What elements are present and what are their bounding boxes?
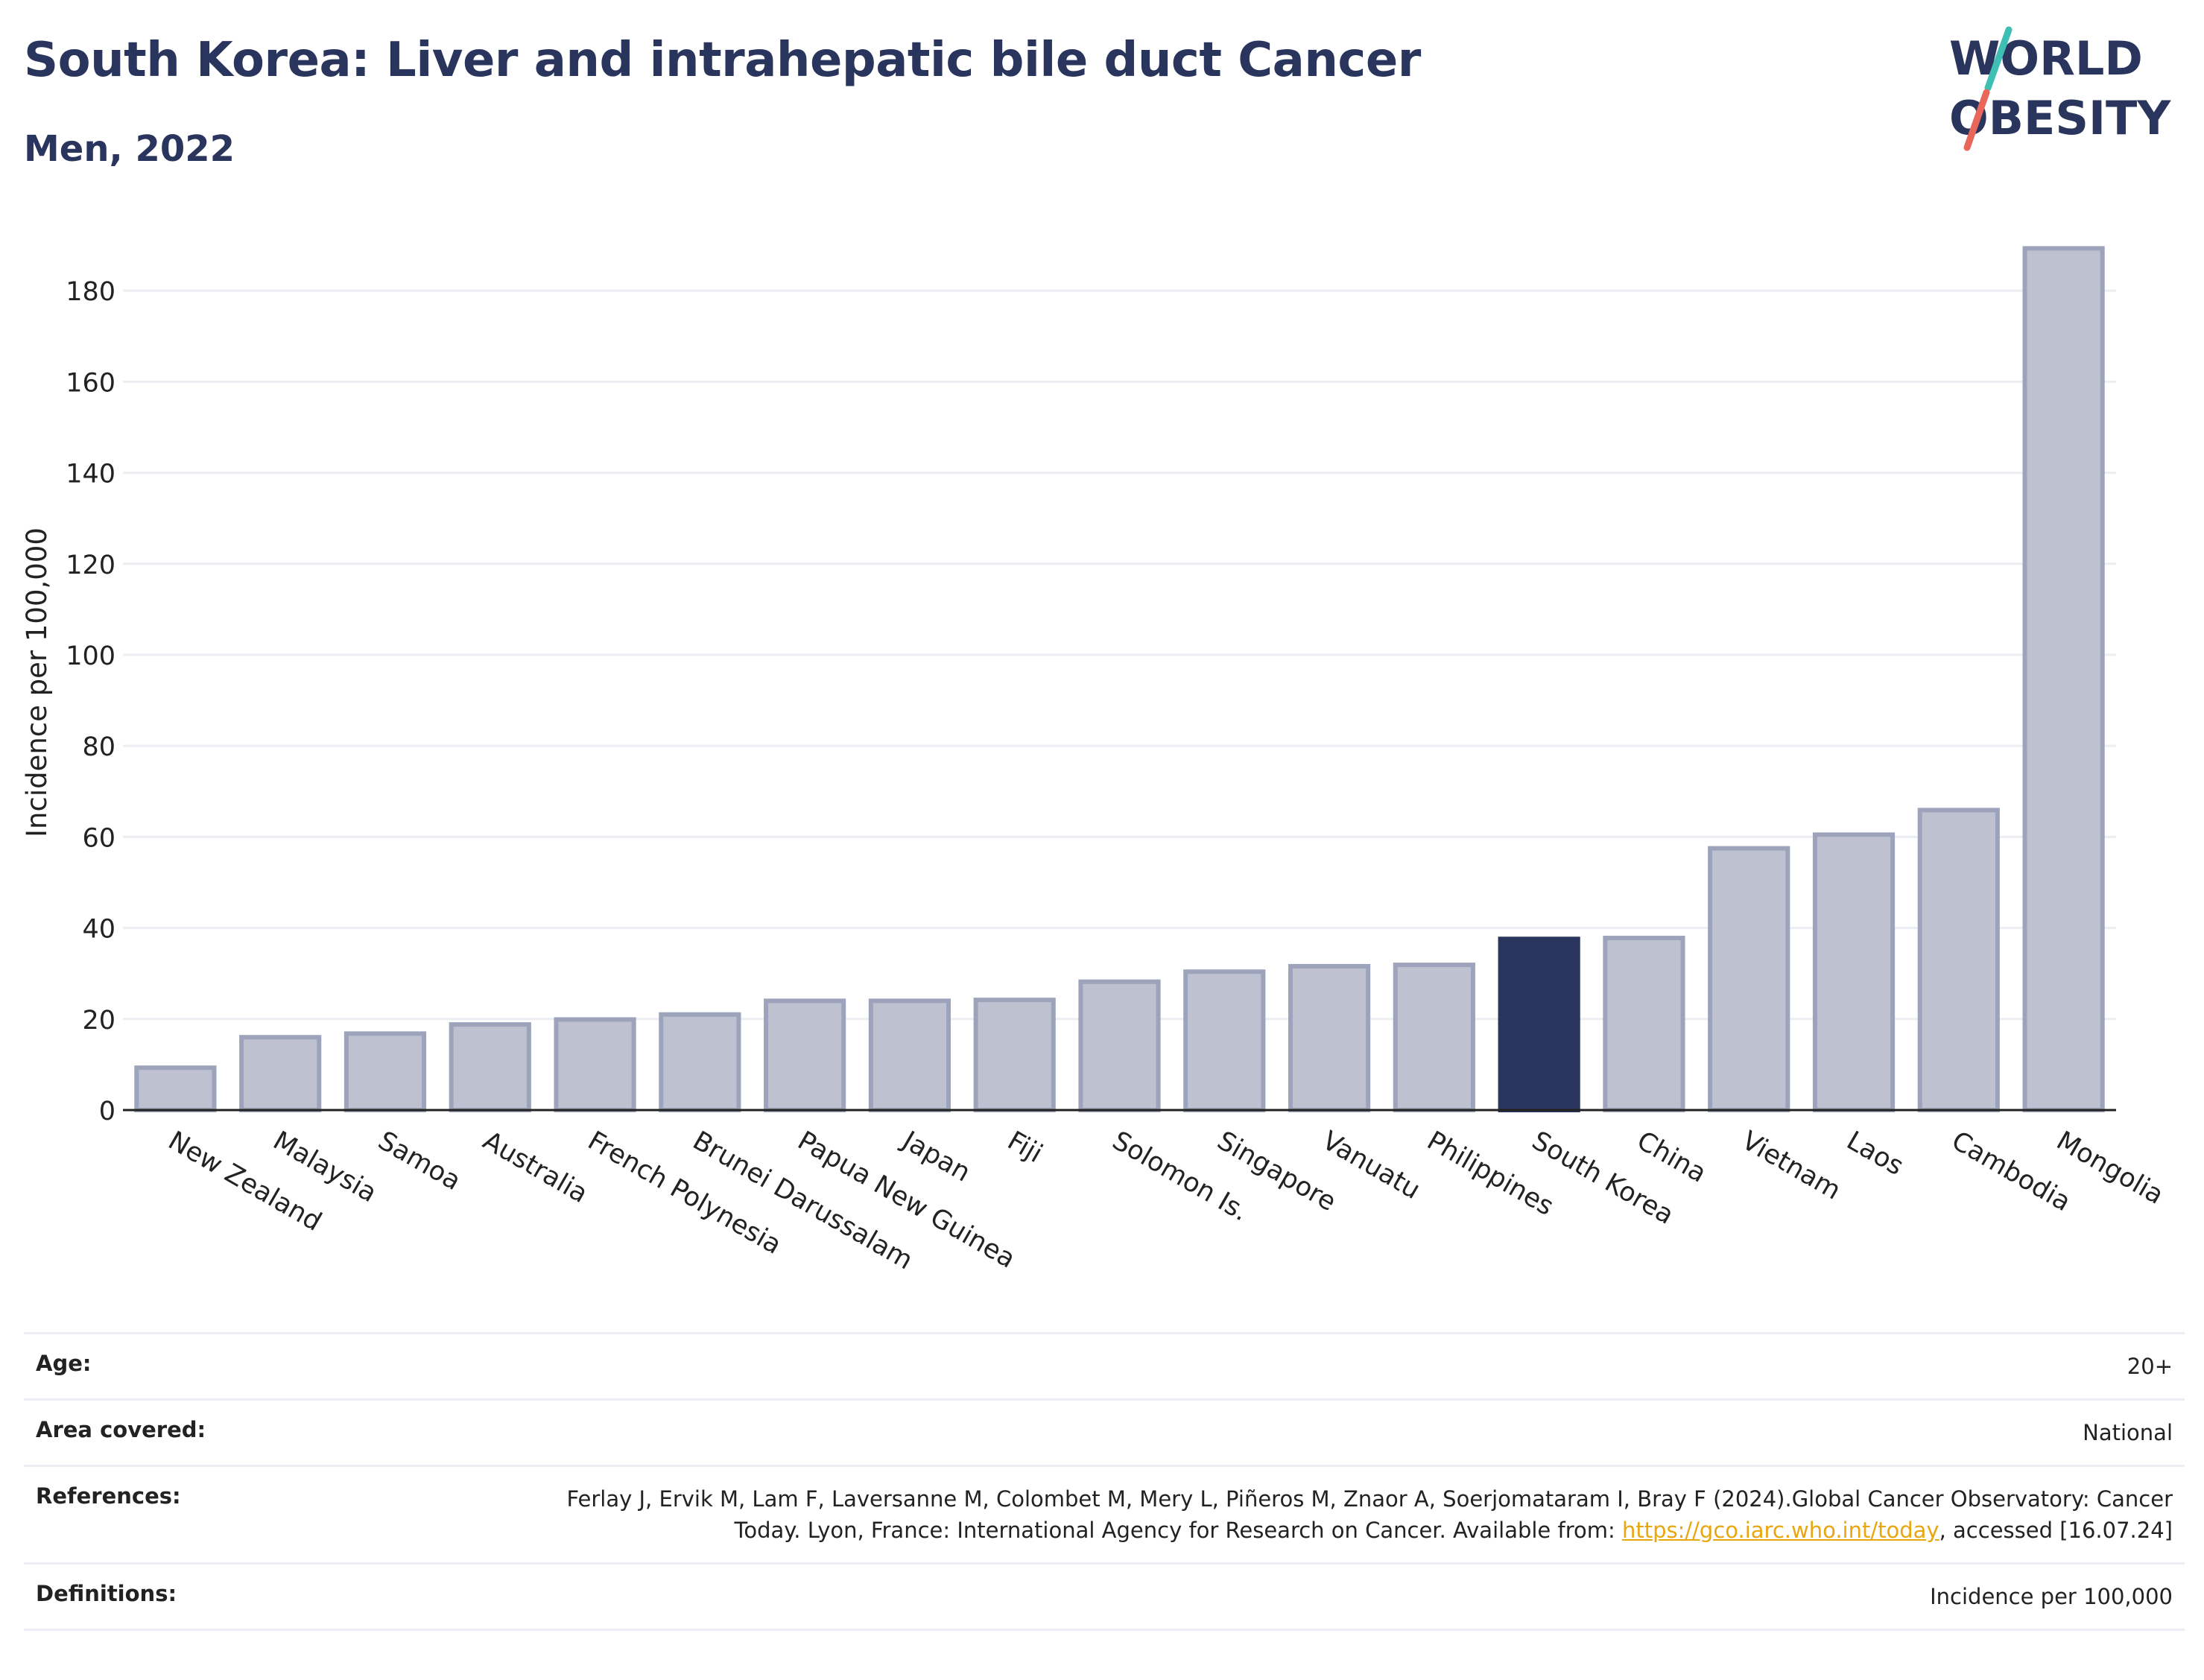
reference-link[interactable]: https://gco.iarc.who.int/today — [1621, 1518, 1939, 1543]
reference-text: Ferlay J, Ervik M, Lam F, Laversanne M, … — [566, 1486, 2173, 1543]
x-tick-label: Japan — [896, 1125, 975, 1188]
info-label: Definitions: — [36, 1581, 177, 1606]
x-tick-label: China — [1632, 1126, 1711, 1189]
info-table: Age: 20+ Area covered: National Referenc… — [24, 1332, 2185, 1631]
bar — [868, 998, 951, 1112]
bar — [659, 1012, 741, 1112]
info-row-area: Area covered: National — [24, 1399, 2185, 1466]
bars — [134, 246, 2105, 1113]
logo-slash-red — [1963, 89, 1990, 151]
bar — [343, 1031, 427, 1113]
bar-chart: 0 20 40 60 80 100 120 140 160 180 New ZealandMala… — [21, 246, 2168, 1275]
y-tick-label: 160 — [66, 368, 115, 398]
info-value: 20+ — [2127, 1354, 2173, 1379]
y-tick-label: 80 — [82, 732, 115, 762]
y-tick-label: 40 — [82, 915, 115, 945]
info-value: National — [2083, 1420, 2173, 1445]
bar — [973, 998, 1056, 1112]
bar — [239, 1035, 322, 1112]
x-tick-label: Vietnam — [1737, 1126, 1846, 1206]
info-row-age: Age: 20+ — [24, 1333, 2185, 1400]
bar — [1393, 963, 1475, 1112]
logo-slash-teal — [1984, 26, 2013, 92]
bar — [1812, 832, 1896, 1112]
x-tick-label: Cambodia — [1946, 1126, 2075, 1217]
info-row-references: References: Ferlay J, Ervik M, Lam F, La… — [24, 1465, 2185, 1564]
y-tick-label: 140 — [66, 460, 115, 489]
x-tick-label: Fiji — [1002, 1126, 1048, 1169]
x-tick-label: Samoa — [373, 1126, 465, 1196]
y-tick-label: 60 — [82, 823, 115, 853]
y-tick-label: 100 — [66, 641, 115, 671]
info-row-definitions: Definitions: Incidence per 100,000 — [24, 1563, 2185, 1630]
info-label: Age: — [36, 1351, 92, 1376]
info-label: Area covered: — [36, 1417, 206, 1442]
chart-title: South Korea: Liver and intrahepatic bile… — [24, 33, 1421, 88]
bar — [764, 998, 846, 1112]
x-tick-label: French Polynesia — [583, 1126, 786, 1261]
x-tick-label: Australia — [478, 1126, 592, 1209]
bar — [1183, 969, 1266, 1112]
bar — [1708, 846, 1790, 1112]
world-obesity-logo: WORLD OBESITY — [1949, 26, 2171, 151]
x-tick-label: Laos — [1842, 1126, 1909, 1182]
y-tick-label: 120 — [66, 551, 115, 580]
y-axis-ticks: 0 20 40 60 80 100 120 140 160 180 — [66, 277, 115, 1126]
bar — [449, 1022, 531, 1112]
logo-line-world: WORLD — [1949, 31, 2143, 86]
bar — [1498, 936, 1580, 1112]
bar — [134, 1065, 217, 1113]
bar — [1288, 963, 1371, 1112]
y-tick-label: 180 — [66, 277, 115, 307]
info-value: Ferlay J, Ervik M, Lam F, Laversanne M, … — [510, 1466, 2185, 1564]
bar — [2022, 246, 2105, 1113]
info-value: Incidence per 100,000 — [1930, 1584, 2173, 1609]
y-tick-label: 0 — [99, 1097, 115, 1126]
y-tick-label: 20 — [82, 1006, 115, 1036]
info-label: References: — [36, 1483, 181, 1509]
chart-subtitle: Men, 2022 — [24, 128, 235, 170]
bar — [554, 1017, 636, 1113]
bar — [1603, 936, 1685, 1112]
y-axis-label: Incidence per 100,000 — [21, 527, 53, 837]
reference-accessed: , accessed [16.07.24] — [1939, 1518, 2173, 1543]
bar — [1917, 808, 2000, 1112]
bar — [1078, 979, 1161, 1112]
